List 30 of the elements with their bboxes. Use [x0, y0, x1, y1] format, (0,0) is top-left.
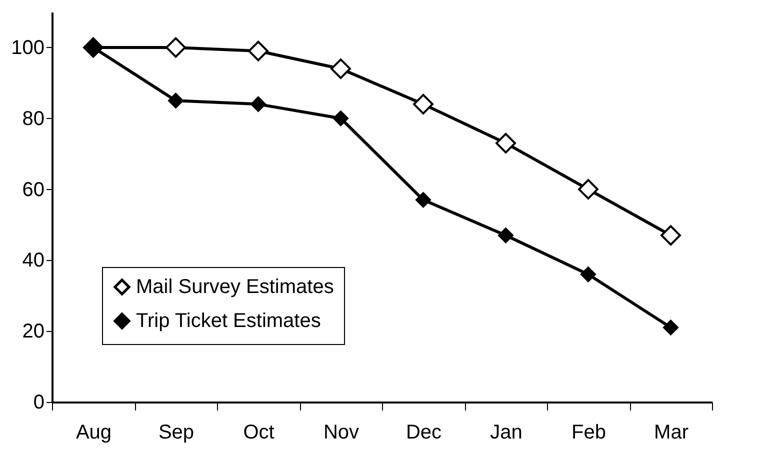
x-tick-label: Mar [654, 422, 689, 444]
y-tick-label: 100 [11, 36, 44, 59]
point [333, 110, 348, 126]
point [248, 40, 268, 62]
point [416, 192, 431, 208]
point [168, 92, 184, 108]
point [498, 228, 514, 244]
point [663, 320, 678, 336]
point [413, 94, 434, 114]
y-tick-label: 40 [22, 250, 44, 272]
x-tick-label: Oct [243, 422, 275, 444]
y-tick-label: 0 [33, 392, 44, 414]
point [330, 58, 351, 79]
point [660, 225, 681, 246]
point [578, 179, 598, 200]
y-tick-label: 60 [22, 178, 44, 201]
x-tick-label: Dec [406, 422, 442, 444]
legend-label: Mail Survey Estimates [136, 276, 334, 298]
x-tick-label: Jan [490, 422, 522, 444]
x-tick-label: Nov [323, 422, 360, 444]
x-tick-label: Sep [158, 422, 194, 444]
x-tick-label: Aug [76, 422, 112, 444]
y-tick-label: 20 [22, 320, 44, 343]
x-tick-label: Feb [572, 422, 606, 444]
point [166, 37, 186, 58]
legend-label: Trip Ticket Estimates [136, 310, 321, 332]
point [496, 132, 516, 154]
point [580, 266, 596, 282]
y-tick-label: 80 [22, 108, 44, 130]
point [250, 96, 266, 112]
